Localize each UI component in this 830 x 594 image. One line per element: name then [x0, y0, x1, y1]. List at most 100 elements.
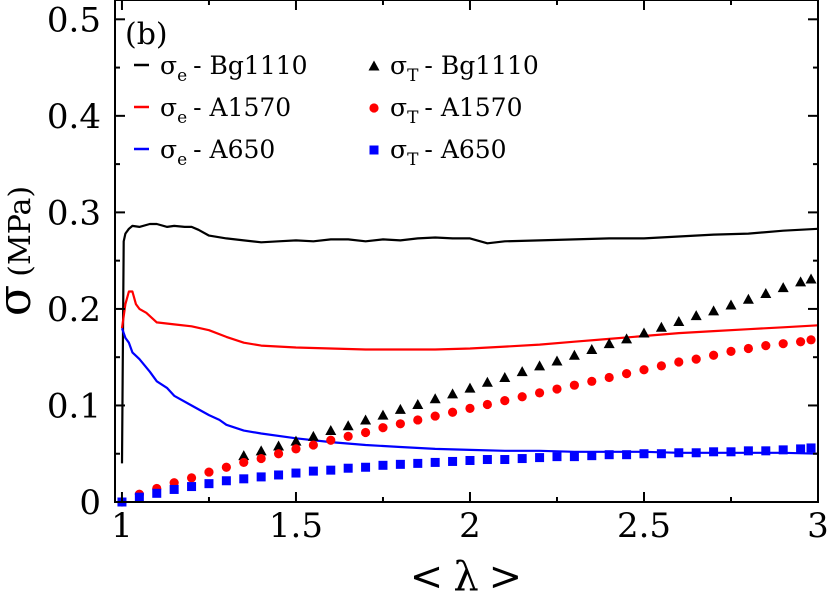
data-point — [273, 449, 284, 459]
data-point — [482, 455, 492, 465]
data-point — [378, 423, 388, 433]
series-e-a1570 — [120, 290, 819, 351]
data-point — [690, 310, 702, 321]
data-point — [778, 339, 788, 349]
data-point — [394, 403, 406, 414]
data-point — [360, 427, 371, 438]
data-point — [691, 448, 701, 458]
data-point — [552, 384, 562, 394]
data-point — [673, 315, 685, 326]
legend-label: σT - A1570 — [390, 93, 523, 128]
data-point — [742, 293, 754, 304]
x-tick-label: 2 — [459, 506, 481, 546]
panel-label: (b) — [125, 17, 168, 52]
legend-subscript: e — [177, 150, 187, 170]
data-point — [743, 343, 753, 354]
data-point — [621, 333, 633, 344]
data-point — [204, 479, 214, 489]
data-point — [806, 335, 816, 345]
data-point — [499, 371, 511, 382]
data-point — [255, 445, 267, 456]
data-point — [186, 473, 197, 483]
legend-label: σe - A1570 — [160, 93, 291, 128]
series-t-bg1110 — [238, 273, 817, 461]
data-point — [377, 409, 389, 420]
data-point — [516, 366, 528, 377]
data-point — [464, 382, 476, 393]
legend-text: - A650 — [193, 135, 275, 164]
data-point — [586, 343, 598, 354]
data-point — [604, 372, 614, 383]
x-tick-label: 1 — [111, 506, 133, 546]
data-point — [806, 443, 816, 453]
data-point — [343, 463, 353, 473]
data-point — [342, 420, 354, 431]
legend-symbol: σ — [390, 93, 407, 122]
data-point — [674, 448, 684, 458]
data-point — [761, 341, 771, 351]
data-point — [395, 459, 405, 469]
data-point — [361, 462, 371, 472]
data-point — [256, 453, 266, 464]
series-e-bg1110 — [120, 222, 819, 464]
data-point — [378, 460, 388, 470]
data-point — [726, 447, 736, 457]
legend-swatch — [368, 60, 380, 71]
data-point — [204, 467, 214, 477]
x-tick-label: 2.5 — [617, 506, 671, 546]
x-axis-bracket-right: > — [489, 554, 523, 594]
plot-frame — [114, 0, 819, 503]
series-line — [120, 222, 819, 464]
legend-label: σe - Bg1110 — [160, 51, 308, 86]
legend-item-e-bg1110: σe - Bg1110 — [134, 51, 308, 86]
data-point — [307, 430, 319, 441]
data-point — [169, 484, 179, 494]
legend-swatch — [369, 145, 379, 155]
legend-text: - Bg1110 — [424, 51, 538, 80]
data-point — [743, 446, 753, 456]
data-point — [413, 415, 423, 425]
data-point — [517, 392, 527, 402]
data-point — [343, 431, 353, 441]
data-point — [603, 338, 615, 349]
data-point — [655, 321, 667, 332]
data-point — [691, 354, 701, 364]
legend-swatch — [369, 103, 379, 113]
legend-item-e-a650: σe - A650 — [134, 135, 275, 170]
data-point — [448, 456, 458, 466]
x-tick-label: 3 — [807, 506, 829, 546]
data-point — [639, 365, 649, 375]
data-point — [326, 465, 336, 475]
data-point — [447, 388, 459, 399]
data-point — [709, 447, 719, 457]
data-point — [465, 455, 475, 465]
data-point — [805, 273, 817, 284]
data-point — [778, 445, 788, 455]
x-axis-symbol: λ — [453, 554, 478, 594]
data-point — [500, 396, 510, 406]
y-tick-label: 0.2 — [47, 290, 101, 330]
data-point — [674, 357, 684, 367]
legend-text: - Bg1110 — [193, 51, 307, 80]
data-point — [656, 361, 666, 371]
y-axis-symbol: σ — [0, 285, 41, 316]
data-point — [325, 425, 337, 436]
data-point — [796, 444, 806, 454]
legend-label: σT - A650 — [390, 135, 507, 170]
legend-label: σe - A650 — [160, 135, 275, 170]
y-axis-unit: (MPa) — [3, 186, 38, 277]
data-point — [622, 450, 632, 460]
data-point — [430, 411, 440, 421]
legend-symbol: σ — [160, 51, 177, 80]
data-point — [621, 369, 632, 379]
data-point — [795, 337, 806, 347]
data-point — [291, 444, 301, 454]
y-tick-label: 0.4 — [47, 97, 101, 137]
legend-symbol: σ — [390, 135, 407, 164]
data-point — [726, 346, 736, 356]
data-point — [465, 403, 475, 413]
data-point — [551, 355, 563, 366]
data-point — [656, 449, 666, 459]
data-point — [708, 305, 720, 316]
data-point — [360, 414, 372, 425]
